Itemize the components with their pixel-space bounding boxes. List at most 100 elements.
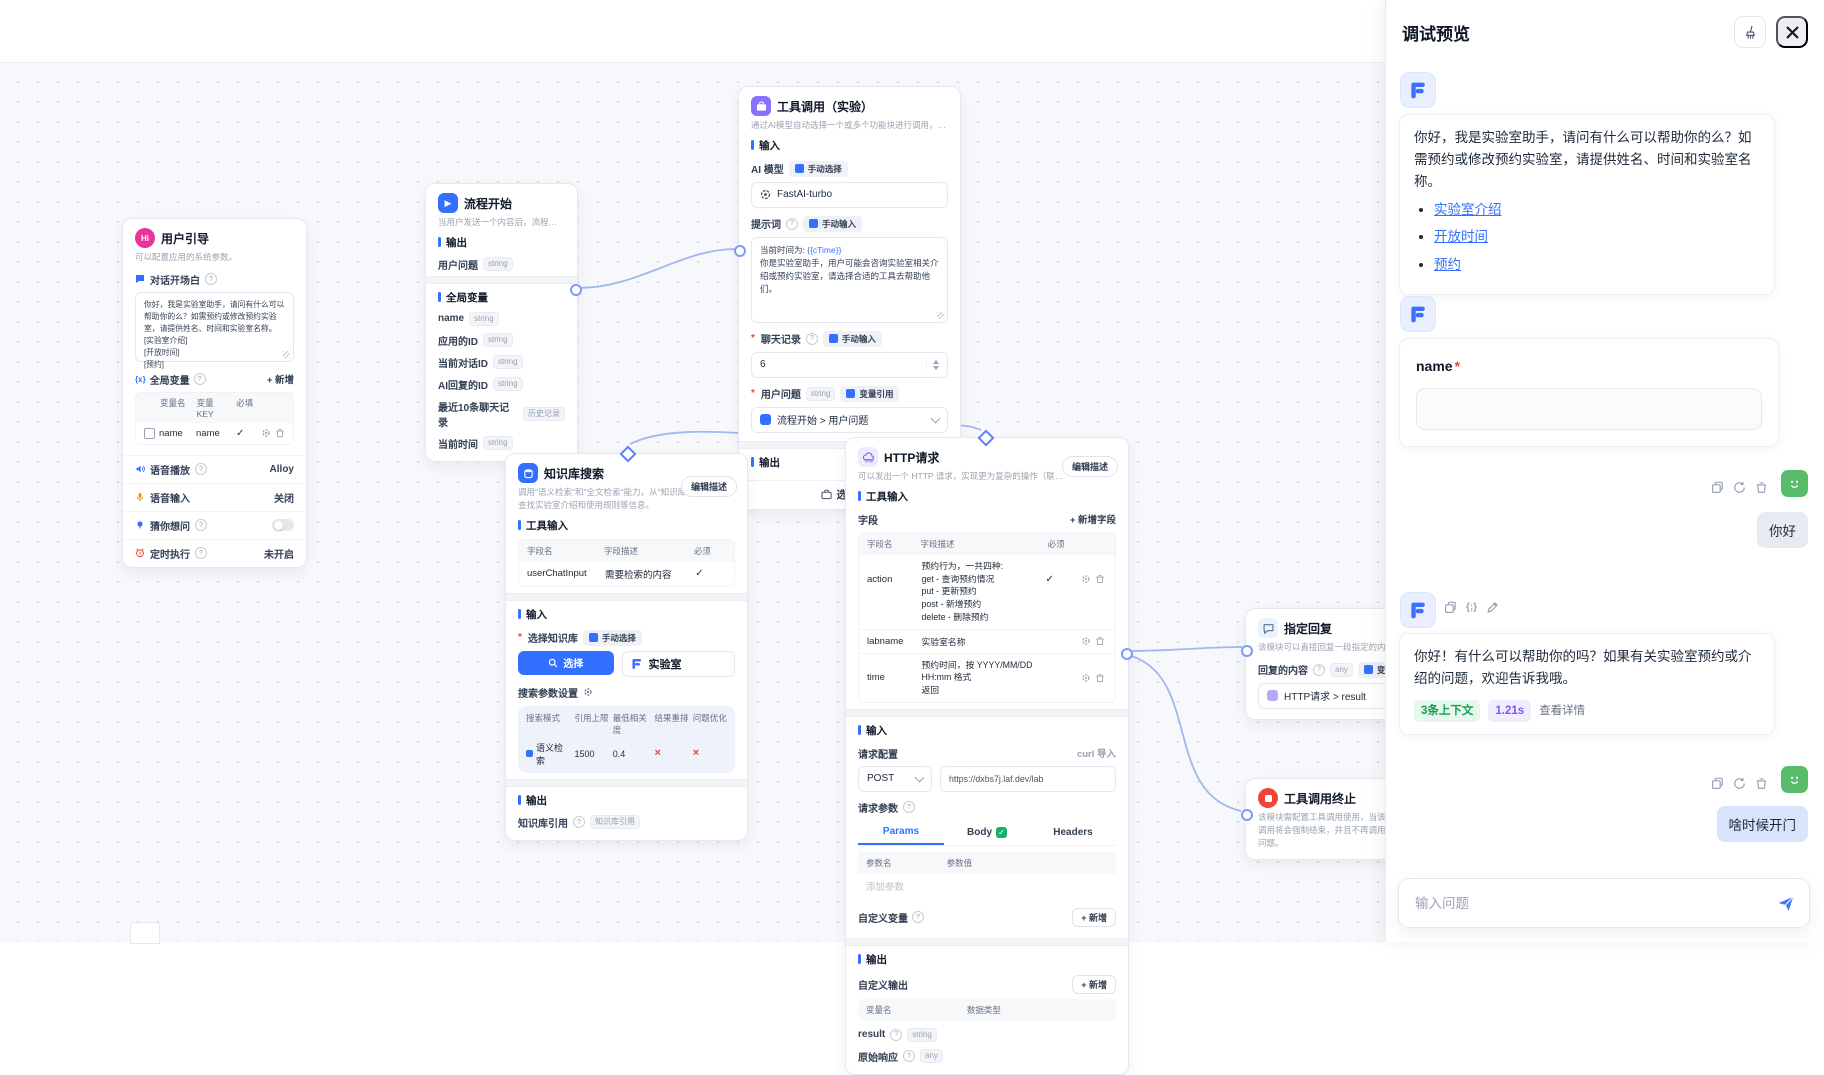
help-icon[interactable]: ? <box>194 373 206 385</box>
settings-icon[interactable] <box>1081 636 1091 646</box>
history-count-input[interactable]: 6 <box>751 352 948 378</box>
help-icon[interactable]: ? <box>1313 664 1325 676</box>
node-tool-call-header: 工具调用（实验） <box>739 87 960 119</box>
copy-icon[interactable] <box>1711 481 1724 494</box>
model-select[interactable]: FastAI-turbo <box>751 182 948 208</box>
node-subtitle: 可以发出一个 HTTP 请求，实现更为复杂的操作（联网搜索、数据库查询等） <box>846 470 1080 483</box>
copy-icon[interactable] <box>1711 777 1724 790</box>
help-icon[interactable]: ? <box>573 816 585 828</box>
add-custom-var-button[interactable]: + 新增 <box>1072 908 1116 927</box>
select-kb-label: 选择知识库 <box>528 630 578 645</box>
voice-input-row[interactable]: 语音输入 关闭 <box>123 483 306 511</box>
tab-body[interactable]: Body✓ <box>944 820 1030 845</box>
flow-start-output-port[interactable] <box>570 284 582 296</box>
view-detail-link[interactable]: 查看详情 <box>1539 702 1585 721</box>
context-badge[interactable]: 3条上下文 <box>1414 700 1480 723</box>
url-input[interactable]: https://dxbs7j.laf.dev/lab <box>940 766 1116 792</box>
clear-history-button[interactable] <box>1734 16 1766 48</box>
search-params-row[interactable]: 搜索参数设置 <box>518 685 735 700</box>
prompt-row: 提示词 ? 手动输入 <box>751 216 948 232</box>
settings-icon[interactable] <box>1081 574 1091 584</box>
close-button[interactable] <box>1776 16 1808 48</box>
help-icon[interactable]: ? <box>903 1050 915 1062</box>
guess-ask-toggle[interactable] <box>272 519 294 531</box>
trash-icon[interactable] <box>1095 574 1105 584</box>
help-icon[interactable]: ? <box>195 547 207 559</box>
help-icon[interactable]: ? <box>806 333 818 345</box>
guess-ask-row[interactable]: 猜你想问 ? <box>123 511 306 539</box>
canvas-controls[interactable] <box>130 922 160 944</box>
trash-icon[interactable] <box>1095 673 1105 683</box>
settings-icon[interactable] <box>261 428 271 438</box>
link-open-hours[interactable]: 开放时间 <box>1434 229 1488 244</box>
trash-icon[interactable] <box>1095 636 1105 646</box>
help-icon[interactable]: ? <box>890 1029 902 1041</box>
request-config-row: 请求配置 curl 导入 <box>858 746 1116 761</box>
type-tag: string <box>907 1028 937 1042</box>
link-lab-intro[interactable]: 实验室介绍 <box>1434 202 1502 217</box>
help-icon[interactable]: ? <box>786 218 798 230</box>
select-kb-button[interactable]: 选择 <box>518 651 614 675</box>
timer-row[interactable]: 定时执行 ? 未开启 <box>123 539 306 567</box>
link-reserve[interactable]: 预约 <box>1434 257 1461 272</box>
opening-textarea[interactable]: 你好，我是实验室助手，请问有什么可以帮助你的么？如需预约或修改预约实验室，请提供… <box>135 292 294 362</box>
tool-call-input-port[interactable] <box>734 245 746 257</box>
kb-dataset-item[interactable]: 实验室 <box>622 651 736 677</box>
help-icon[interactable]: ? <box>912 911 924 923</box>
query-extend-off-icon: × <box>693 748 727 759</box>
add-variable-button[interactable]: + 新增 <box>267 372 294 386</box>
node-user-guide[interactable]: Hi 用户引导 可以配置应用的系统参数。 对话开场白 ? 你好，我是实验室助手，… <box>122 218 307 568</box>
reply-input-port[interactable] <box>1241 645 1253 657</box>
add-custom-output-button[interactable]: + 新增 <box>1072 975 1116 994</box>
trash-icon[interactable] <box>1755 777 1768 790</box>
node-http-request[interactable]: 编辑描述 HTTP HTTP请求 可以发出一个 HTTP 请求，实现更为复杂的操… <box>845 437 1129 1075</box>
tab-params[interactable]: Params <box>858 820 944 845</box>
node-kb-search[interactable]: 编辑描述 知识库搜索 调用"语义检索"和"全文检索"能力，从"知识库"中查找实验… <box>505 453 748 841</box>
chat-input[interactable] <box>1413 895 1776 912</box>
form-name-input[interactable] <box>1416 388 1762 430</box>
help-icon[interactable]: ? <box>903 801 915 813</box>
http-output-port[interactable] <box>1121 648 1133 660</box>
close-icon <box>1786 26 1799 39</box>
help-icon[interactable]: ? <box>205 273 217 285</box>
debug-panel-header: 调试预览 <box>1386 0 1824 58</box>
user-message-actions <box>1711 481 1768 494</box>
code-icon[interactable]: {;} <box>1466 602 1477 613</box>
flow-start-mini-icon <box>760 414 771 425</box>
variable-type-icon <box>144 428 155 439</box>
curl-import-button[interactable]: curl 导入 <box>1077 746 1116 760</box>
prompt-textarea[interactable]: 当前时间为: {{cTime}}你是实验室助手，用户可能会咨询实验室相关介绍或预… <box>751 237 948 323</box>
add-field-button[interactable]: + 新增字段 <box>1070 512 1116 526</box>
mic-icon <box>135 492 145 502</box>
kb-search-icon <box>518 463 538 483</box>
retry-icon[interactable] <box>1733 481 1746 494</box>
node-flow-start[interactable]: ▶ 流程开始 当用户发送一个内容后，流程将会从这个模块开始执行。 输出 用户问题… <box>425 183 578 462</box>
output-section-label: 输出 <box>518 793 735 808</box>
settings-icon[interactable] <box>1081 673 1091 683</box>
settings-icon <box>583 687 593 697</box>
edit-icon[interactable] <box>1486 601 1499 614</box>
request-params-label: 请求参数 <box>858 800 898 815</box>
model-label: AI 模型 <box>751 161 784 176</box>
duration-badge[interactable]: 1.21s <box>1488 700 1531 723</box>
chat-input-bar <box>1398 878 1810 928</box>
smiley-icon <box>1787 476 1802 491</box>
edit-description-button[interactable]: 编辑描述 <box>1062 456 1118 477</box>
type-tag: string <box>483 257 513 271</box>
copy-icon[interactable] <box>1444 601 1457 614</box>
tts-row[interactable]: 语音播放 ? Alloy <box>123 455 306 483</box>
question-source-select[interactable]: 流程开始 > 用户问题 <box>751 407 948 433</box>
params-add-row[interactable]: 添加参数 <box>858 874 1116 898</box>
send-icon[interactable] <box>1776 894 1795 913</box>
tool-stop-input-port[interactable] <box>1241 809 1253 821</box>
output-section-label: 输出 <box>438 235 565 250</box>
http-method-select[interactable]: POST <box>858 766 932 792</box>
trash-icon[interactable] <box>275 428 285 438</box>
trash-icon[interactable] <box>1755 481 1768 494</box>
help-icon[interactable]: ? <box>195 463 207 475</box>
number-stepper[interactable] <box>926 360 939 370</box>
edit-description-button[interactable]: 编辑描述 <box>681 476 737 497</box>
retry-icon[interactable] <box>1733 777 1746 790</box>
help-icon[interactable]: ? <box>195 519 207 531</box>
tab-headers[interactable]: Headers <box>1030 820 1116 845</box>
